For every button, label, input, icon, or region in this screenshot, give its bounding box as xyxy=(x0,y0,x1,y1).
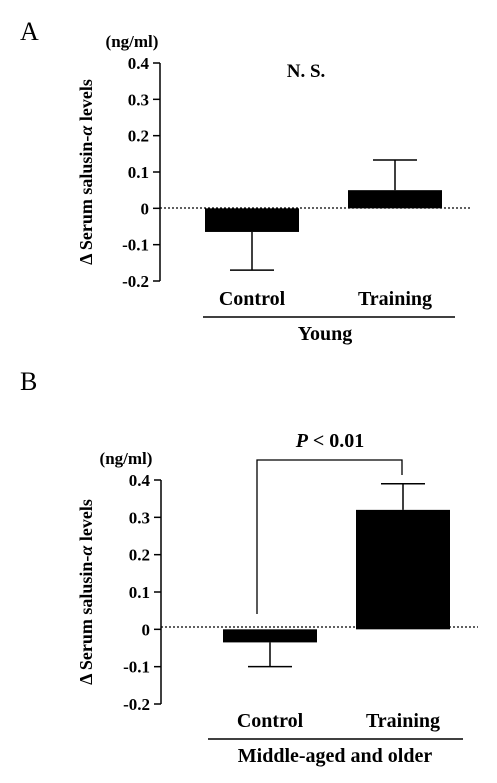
panel-a-bar-control xyxy=(205,208,299,232)
panel-b-bar-training xyxy=(356,509,450,630)
panel-a: A (ng/ml) Δ Serum salusin-α levels -0.2-… xyxy=(20,17,470,345)
panel-a-x-labels: Control Training xyxy=(219,288,432,310)
panel-b-y-tick-label: -0.1 xyxy=(123,658,150,677)
panel-b-label: B xyxy=(20,367,37,396)
panel-a-y-tick-label: -0.2 xyxy=(122,272,149,291)
panel-b-x-labels: Control Training xyxy=(237,710,440,732)
panel-b-y-tick-label: 0.4 xyxy=(129,471,151,490)
panel-b-unit: (ng/ml) xyxy=(100,449,153,468)
panel-a-y-tick-label: 0 xyxy=(141,199,150,218)
panel-b-y-tick-label: -0.2 xyxy=(123,695,150,714)
panel-b-group-label: Middle-aged and older xyxy=(238,745,433,767)
panel-b-bars xyxy=(223,482,450,668)
panel-a-y-tick-label: 0.4 xyxy=(128,54,150,73)
panel-b-y-ticks: -0.2 -0.1 0 0.1 0.2 0.3 0.4 xyxy=(123,471,161,714)
panel-a-unit: (ng/ml) xyxy=(106,32,159,51)
panel-b-y-tick-label: 0.3 xyxy=(129,508,150,527)
panel-a-y-tick-label: 0.2 xyxy=(128,127,149,146)
panel-b-significance: P < 0.01 xyxy=(295,430,365,452)
panel-b-significance-bracket xyxy=(256,459,403,614)
panel-a-group-label: Young xyxy=(298,323,352,345)
panel-b-y-tick-label: 0.1 xyxy=(129,583,150,602)
panel-a-label: A xyxy=(20,17,39,46)
panel-a-y-tick-label: -0.1 xyxy=(122,236,149,255)
panel-a-x-label-control: Control xyxy=(219,288,286,310)
panel-a-bars xyxy=(205,159,442,271)
panel-b-y-tick-label: 0 xyxy=(142,620,151,639)
panel-b-bar-control xyxy=(223,629,317,643)
panel-a-ylabel: Δ Serum salusin-α levels xyxy=(76,79,96,265)
panel-a-x-label-training: Training xyxy=(358,288,432,310)
panel-a-bar-training xyxy=(348,190,442,209)
panel-a-significance: N. S. xyxy=(287,61,326,82)
panel-b-x-label-control: Control xyxy=(237,710,304,732)
panel-b-y-tick-label: 0.2 xyxy=(129,546,150,565)
panel-a-y-ticks: -0.2 -0.1 0 0.1 0.2 0.3 0.4 xyxy=(122,54,160,291)
panel-b-x-label-training: Training xyxy=(366,710,440,732)
panel-a-y-tick-label: 0.3 xyxy=(128,90,149,109)
panel-a-y-tick-label: 0.1 xyxy=(128,163,149,182)
panel-b: B (ng/ml) Δ Serum salusin-α levels -0.2-… xyxy=(20,367,478,767)
panel-b-ylabel: Δ Serum salusin-α levels xyxy=(76,499,96,685)
